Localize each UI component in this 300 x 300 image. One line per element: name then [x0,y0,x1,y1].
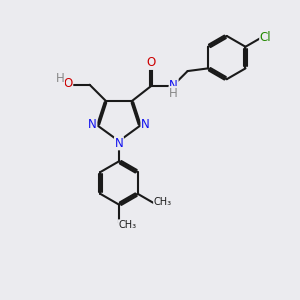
Text: CH₃: CH₃ [154,197,172,207]
Text: Cl: Cl [260,32,272,44]
Text: CH₃: CH₃ [118,220,136,230]
Text: N: N [115,137,123,150]
Text: O: O [63,77,73,90]
Text: N: N [141,118,150,131]
Text: H: H [56,72,64,85]
Text: N: N [169,79,178,92]
Text: N: N [88,118,97,131]
Text: O: O [146,56,155,69]
Text: H: H [169,87,178,100]
